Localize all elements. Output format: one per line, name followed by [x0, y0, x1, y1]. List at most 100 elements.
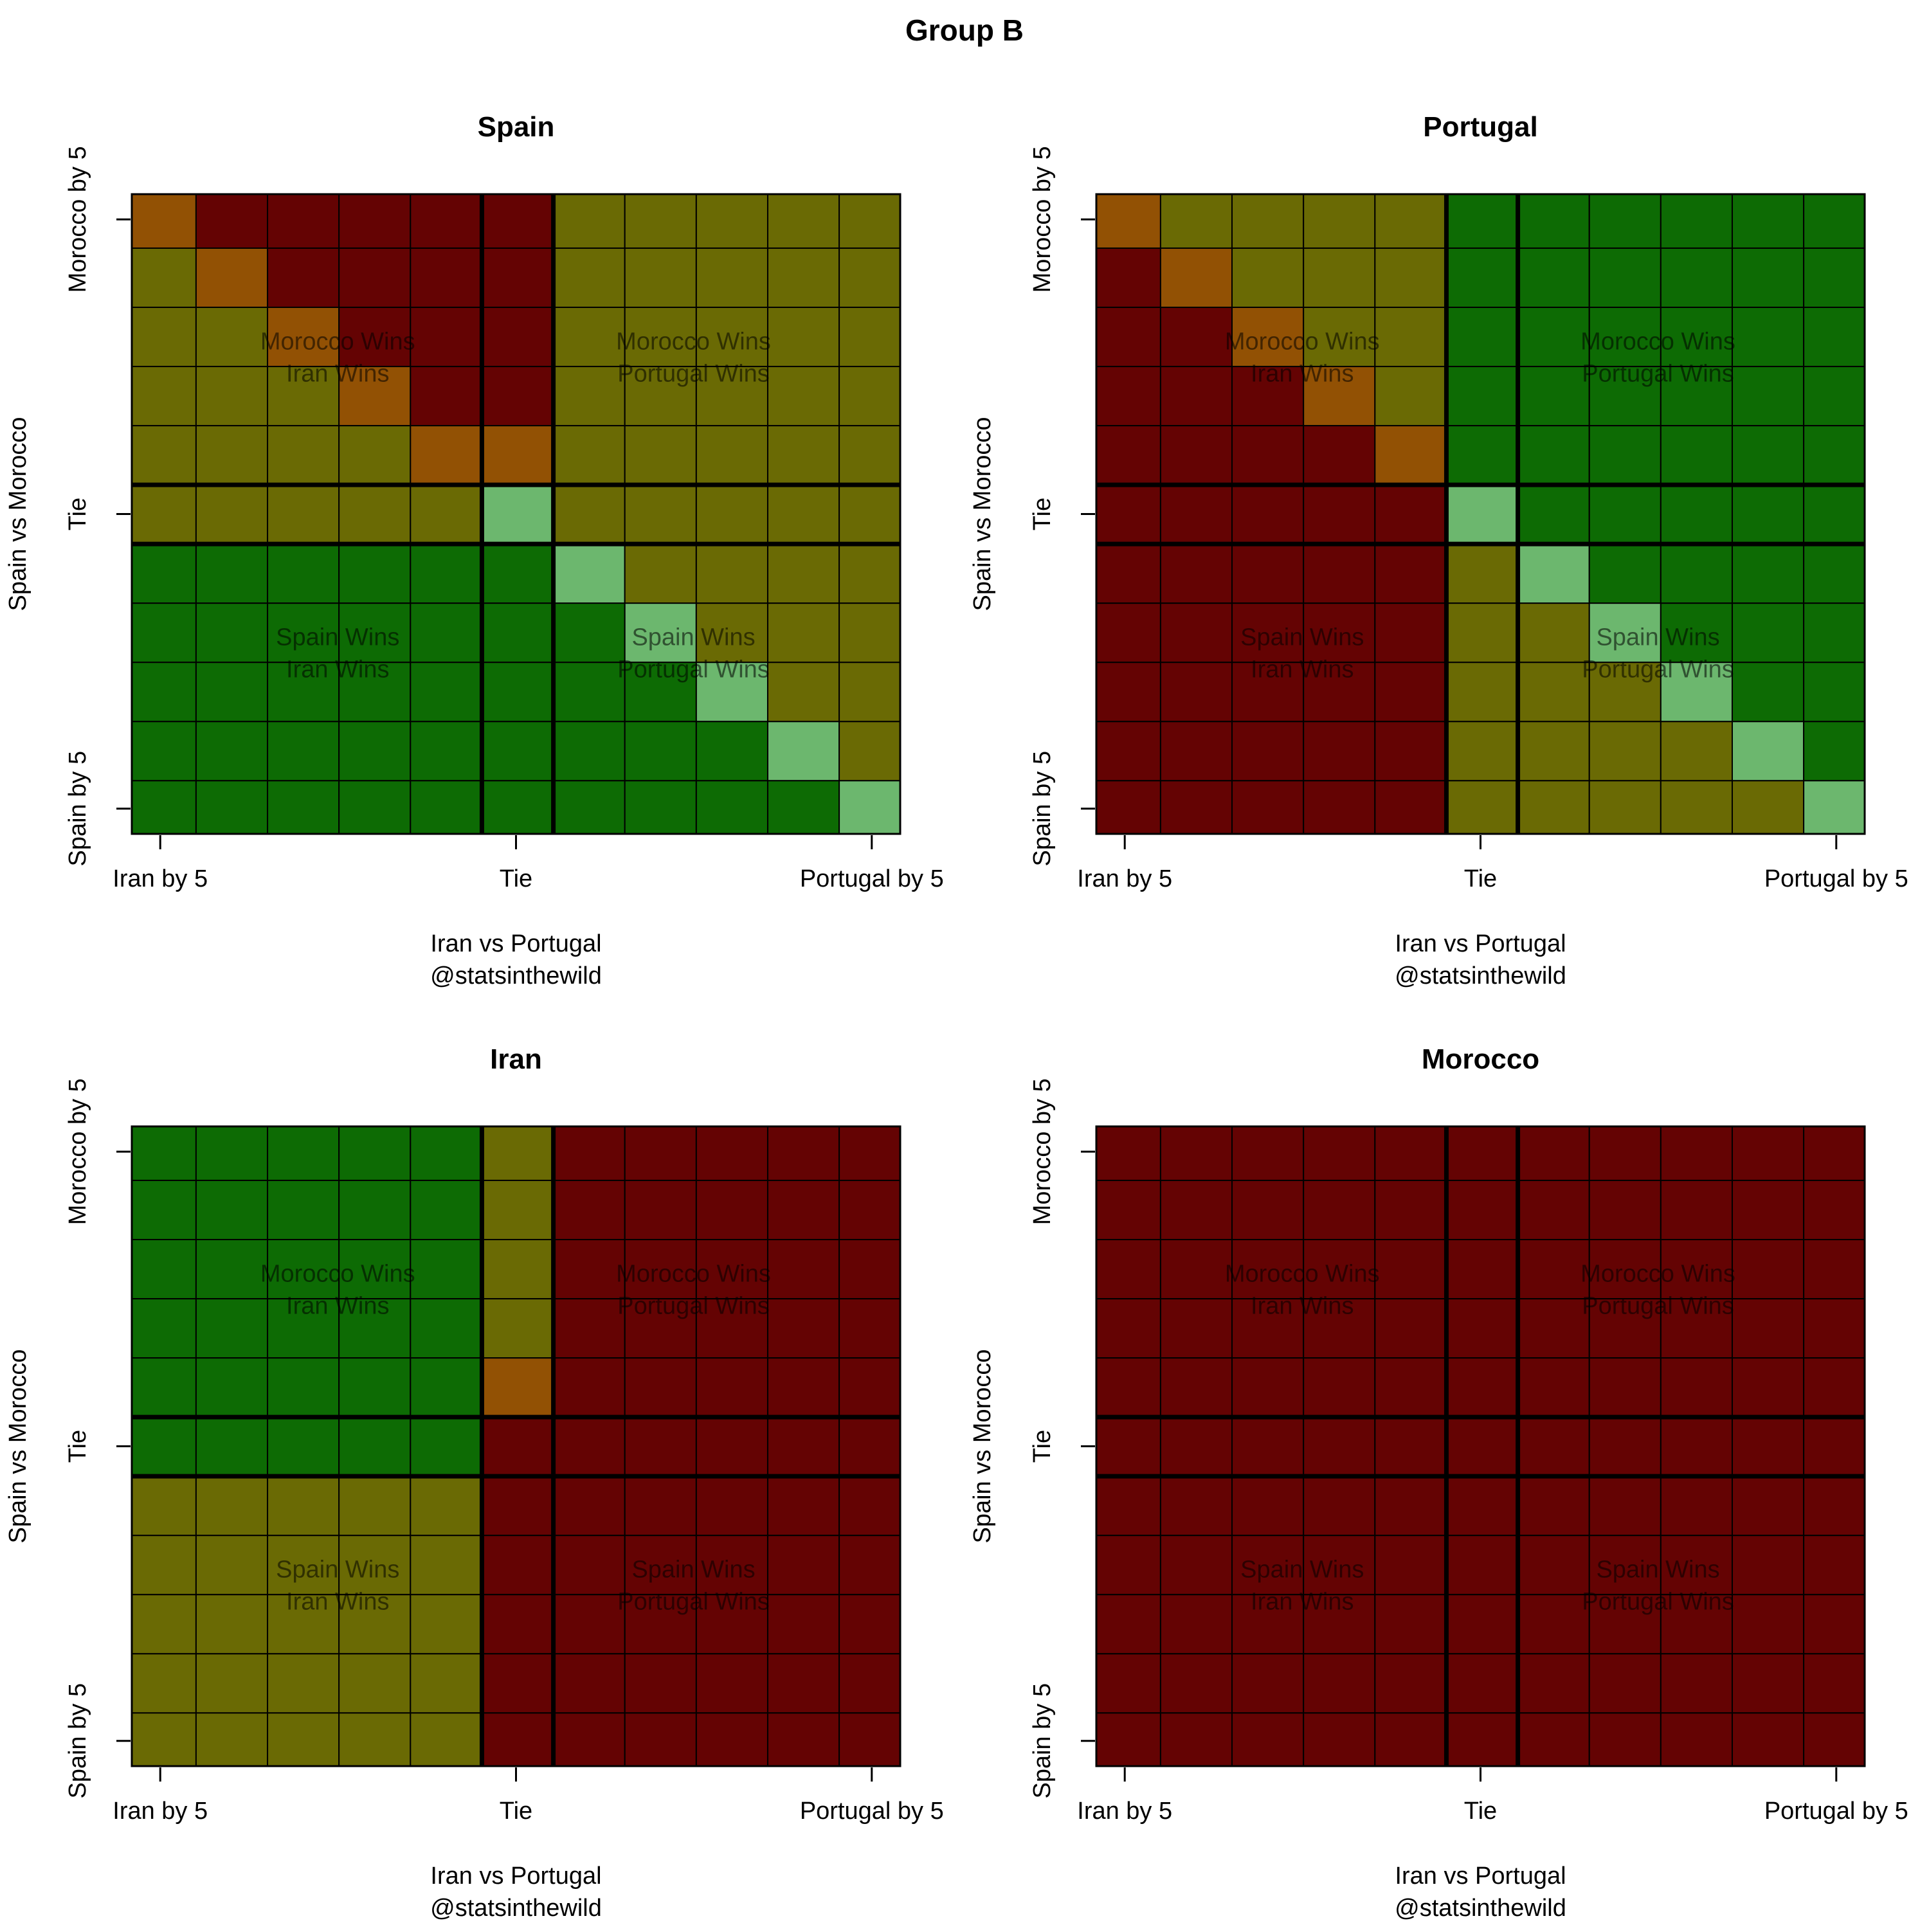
heatmap-cell — [1731, 1535, 1805, 1596]
quadrant-label: Spain Wins — [1596, 1556, 1719, 1583]
heatmap-cell — [766, 1653, 840, 1714]
heatmap-cell — [1374, 1594, 1447, 1655]
heatmap-cell — [1374, 1357, 1447, 1418]
heatmap-cell — [1159, 1416, 1233, 1477]
heatmap-cell — [1660, 425, 1733, 486]
heatmap-cell — [1445, 1126, 1519, 1181]
heatmap-cell — [1303, 366, 1376, 427]
heatmap-cell — [1445, 484, 1519, 545]
heatmap-cell — [1588, 780, 1662, 835]
heatmap-cell — [1517, 484, 1590, 545]
heatmap-cell — [1803, 780, 1865, 835]
quadrant-label: Morocco Wins — [1225, 329, 1380, 356]
heatmap-cell — [1303, 1416, 1376, 1477]
heatmap-cell — [195, 1594, 269, 1655]
heatmap-cell — [552, 1594, 626, 1655]
panel-morocco: Morocco Wins Iran Wins Morocco Wins Portuga… — [969, 1043, 1908, 1922]
heatmap-cell — [267, 247, 340, 309]
heatmap-cell — [338, 1357, 412, 1418]
heatmap-cell — [552, 247, 626, 309]
heatmap-cell — [624, 1179, 697, 1241]
heatmap-cell — [338, 425, 412, 486]
x-axis-label: Iran vs Portugal — [1395, 930, 1566, 957]
heatmap-cell — [481, 1416, 554, 1477]
heatmap-cell — [838, 543, 901, 604]
heatmap-cell — [410, 780, 483, 835]
heatmap-cell — [1374, 247, 1447, 309]
heatmap-cell — [267, 194, 340, 249]
heatmap-cell — [624, 307, 697, 368]
heatmap-cell — [552, 780, 626, 835]
heatmap-cell — [1517, 543, 1590, 604]
heatmap-cell — [131, 662, 197, 723]
heatmap-cell — [1517, 780, 1590, 835]
heatmap-cell — [1588, 543, 1662, 604]
y-tick-label: Spain by 5 — [64, 1683, 91, 1799]
heatmap-cell — [766, 194, 840, 249]
heatmap-cell — [1159, 1357, 1233, 1418]
heatmap-cell — [695, 1476, 768, 1537]
heatmap-cell — [1445, 543, 1519, 604]
heatmap-cell — [195, 247, 269, 309]
y-tick-label: Tie — [1029, 1430, 1056, 1463]
quadrant-label: Portugal Wins — [1582, 656, 1734, 683]
x-tick-label: Portugal by 5 — [1764, 865, 1908, 892]
heatmap-cell — [1159, 1126, 1233, 1181]
x-tick-label: Portugal by 5 — [800, 865, 944, 892]
x-tick-label: Tie — [500, 1798, 532, 1825]
quadrant-label: Iran Wins — [1251, 1588, 1354, 1615]
quadrant-label: Morocco Wins — [260, 1261, 415, 1288]
heatmap-cell — [1588, 194, 1662, 249]
heatmap-cell — [481, 1126, 554, 1181]
heatmap-cell — [552, 1298, 626, 1359]
heatmap-cell — [410, 1653, 483, 1714]
heatmap-cell — [131, 1416, 197, 1477]
heatmap-cell — [766, 1535, 840, 1596]
plot-border — [1095, 1125, 1866, 1767]
heatmap-cell — [1731, 1298, 1805, 1359]
heatmap-cell — [1096, 780, 1161, 835]
heatmap-cell — [838, 1357, 901, 1418]
heatmap-cell — [1374, 1126, 1447, 1181]
panel-title: Iran — [490, 1043, 542, 1075]
heatmap-cell — [766, 484, 840, 545]
heatmap-cell — [267, 1179, 340, 1241]
heatmap-cell — [1445, 1712, 1519, 1767]
heatmap-cell — [766, 1239, 840, 1300]
heatmap-cell — [1731, 1126, 1805, 1181]
heatmap-cell — [267, 307, 340, 368]
panel-title: Portugal — [1423, 111, 1537, 143]
heatmap-cell — [131, 247, 197, 309]
heatmap-cell — [695, 1126, 768, 1181]
heatmap-cell — [1445, 366, 1519, 427]
heatmap-cell — [1445, 1476, 1519, 1537]
heatmap-cell — [338, 1476, 412, 1537]
heatmap-cell — [1231, 1239, 1305, 1300]
heatmap-cell — [1445, 247, 1519, 309]
heatmap-cell — [1303, 1712, 1376, 1767]
heatmap-cell — [338, 662, 412, 723]
heatmap-cell — [410, 543, 483, 604]
heatmap-cell — [838, 1712, 901, 1767]
heatmap-cell — [1803, 484, 1865, 545]
heatmap-cell — [131, 1476, 197, 1537]
heatmap-cell — [195, 1239, 269, 1300]
x-tick-label: Iran by 5 — [113, 865, 208, 892]
heatmap-cell — [267, 721, 340, 782]
heatmap-cell — [481, 366, 554, 427]
heatmap-cell — [1445, 1535, 1519, 1596]
heatmap-cell — [338, 1712, 412, 1767]
heatmap-cell — [624, 484, 697, 545]
heatmap-cell — [766, 1298, 840, 1359]
heatmap-cell — [1803, 662, 1865, 723]
heatmap-cell — [1660, 721, 1733, 782]
heatmap-cell — [338, 194, 412, 249]
heatmap-cell — [1096, 662, 1161, 723]
heatmap-cell — [838, 1476, 901, 1537]
heatmap-cell — [338, 602, 412, 664]
heatmap-cell — [1731, 602, 1805, 664]
heatmap-cell — [481, 662, 554, 723]
heatmap-cell — [1517, 1535, 1590, 1596]
heatmap-cell — [1445, 425, 1519, 486]
heatmap-cell — [195, 780, 269, 835]
